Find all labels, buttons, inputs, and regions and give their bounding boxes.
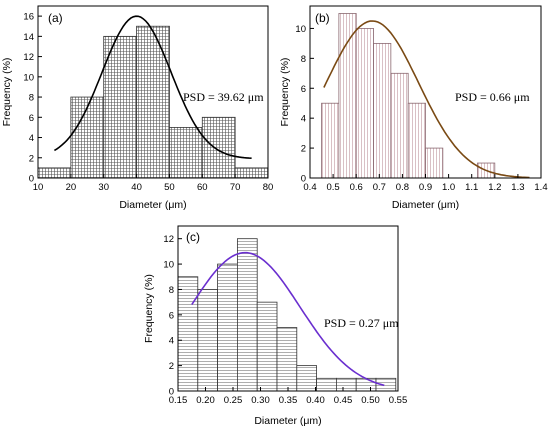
panel-label: (b) <box>315 11 330 25</box>
histogram-bar <box>136 25 170 179</box>
x-tick-label: 0.45 <box>334 395 353 406</box>
x-tick-label: 70 <box>230 182 241 193</box>
psd-annotation: PSD = 0.27 μm <box>324 316 399 330</box>
fit-curve <box>323 20 530 179</box>
histogram-bar <box>390 72 409 179</box>
y-tick-label: 2 <box>169 361 174 372</box>
histogram-bar <box>103 35 137 179</box>
y-tick-label: 4 <box>301 114 306 125</box>
x-tick-label: 0.9 <box>419 182 432 193</box>
x-tick-label: 0.40 <box>306 395 325 406</box>
x-tick-label: 0.25 <box>224 395 243 406</box>
psd-annotation: PSD = 39.62 μm <box>183 90 264 104</box>
x-axis-label: Diameter (μm) <box>392 199 459 211</box>
histogram-bar <box>169 127 203 179</box>
y-tick-label: 4 <box>169 336 174 347</box>
psd-annotation: PSD = 0.66 μm <box>455 90 530 104</box>
histogram-bar <box>256 301 278 392</box>
x-tick-label: 10 <box>33 182 44 193</box>
histogram-bar <box>201 116 236 179</box>
x-tick-label: 0.50 <box>361 395 380 406</box>
panel-label: (a) <box>48 11 63 25</box>
y-tick-label: 0 <box>169 387 174 398</box>
x-tick-label: 0.6 <box>350 182 363 193</box>
x-tick-label: 0.55 <box>389 395 408 406</box>
x-tick-label: 0.8 <box>396 182 409 193</box>
x-tick-label: 0.5 <box>326 182 339 193</box>
x-tick-label: 20 <box>66 182 77 193</box>
x-tick-label: 1.0 <box>442 182 455 193</box>
y-tick-label: 10 <box>163 260 174 271</box>
x-tick-label: 1.4 <box>534 182 547 193</box>
x-tick-label: 0.15 <box>169 395 188 406</box>
histogram-bar <box>197 289 219 392</box>
y-tick-label: 14 <box>23 32 34 43</box>
y-tick-label: 12 <box>163 234 174 245</box>
y-tick-label: 8 <box>301 54 306 65</box>
y-tick-label: 16 <box>23 12 34 23</box>
y-tick-label: 6 <box>29 113 34 124</box>
fit-curve <box>191 251 385 387</box>
x-tick-label: 0.7 <box>373 182 386 193</box>
histogram-bar <box>70 96 105 179</box>
histogram-bar <box>373 42 392 179</box>
y-axis-label: Frequency (%) <box>143 274 155 343</box>
y-tick-label: 6 <box>169 310 174 321</box>
y-tick-label: 12 <box>23 52 34 63</box>
plot-frame <box>37 5 269 179</box>
y-tick-label: 0 <box>301 174 306 185</box>
histogram-bar <box>338 13 357 179</box>
y-tick-label: 8 <box>29 93 34 104</box>
histogram-bar <box>177 276 199 392</box>
x-tick-label: 0.30 <box>251 395 270 406</box>
x-tick-label: 1.3 <box>511 182 524 193</box>
x-tick-label: 0.35 <box>279 395 298 406</box>
chart-panel-3: 0.15 0.20 0.25 0.30 0.35 0.40 0.45 0.50 0.55 0 2 4 6… <box>143 225 408 427</box>
x-tick-label: 1.2 <box>488 182 501 193</box>
histogram-bar <box>321 102 340 179</box>
x-tick-label: 40 <box>131 182 142 193</box>
y-tick-label: 2 <box>301 144 306 155</box>
panel-label: (c) <box>186 230 200 244</box>
y-tick-label: 10 <box>23 72 34 83</box>
histogram-bar <box>355 28 374 179</box>
histogram-bar <box>335 377 357 392</box>
histogram-bar <box>217 263 238 392</box>
histogram-bar <box>234 167 269 179</box>
histogram-bar <box>425 147 444 179</box>
x-tick-label: 1.1 <box>465 182 478 193</box>
fit-curve <box>53 15 252 159</box>
y-tick-label: 8 <box>169 285 174 296</box>
y-tick-label: 4 <box>29 133 34 144</box>
x-tick-label: 30 <box>98 182 109 193</box>
y-axis-label: Frequency (%) <box>1 58 13 127</box>
histogram-bar <box>355 377 377 392</box>
y-axis-label: Frequency (%) <box>279 58 291 127</box>
histogram-bar <box>296 365 317 392</box>
histogram-bar <box>316 377 337 392</box>
x-tick-label: 60 <box>197 182 208 193</box>
x-tick-label: 0.4 <box>303 182 316 193</box>
histogram-bar <box>236 238 258 392</box>
y-tick-label: 0 <box>29 174 34 185</box>
x-tick-label: 0.20 <box>196 395 215 406</box>
x-axis-label: Diameter (μm) <box>254 415 321 427</box>
chart-panel-1: 10 20 30 40 50 60 70 80 0 2 4 6 8 10 12 14 16 Diameter (μ… <box>1 5 274 211</box>
chart-panel-2: 0.4 0.5 0.6 0.7 0.8 0.9 1.0 1.1 1.2 1.3 1.4 0 2 4 6 8 10… <box>279 5 548 211</box>
x-tick-label: 50 <box>164 182 175 193</box>
y-tick-label: 2 <box>29 153 34 164</box>
x-tick-label: 80 <box>263 182 274 193</box>
y-tick-label: 10 <box>295 24 306 35</box>
y-tick-label: 6 <box>301 84 306 95</box>
histogram-bar <box>407 102 426 179</box>
histogram-bar <box>37 167 72 179</box>
x-axis-label: Diameter (μm) <box>119 199 186 211</box>
histogram-bar <box>276 327 298 392</box>
